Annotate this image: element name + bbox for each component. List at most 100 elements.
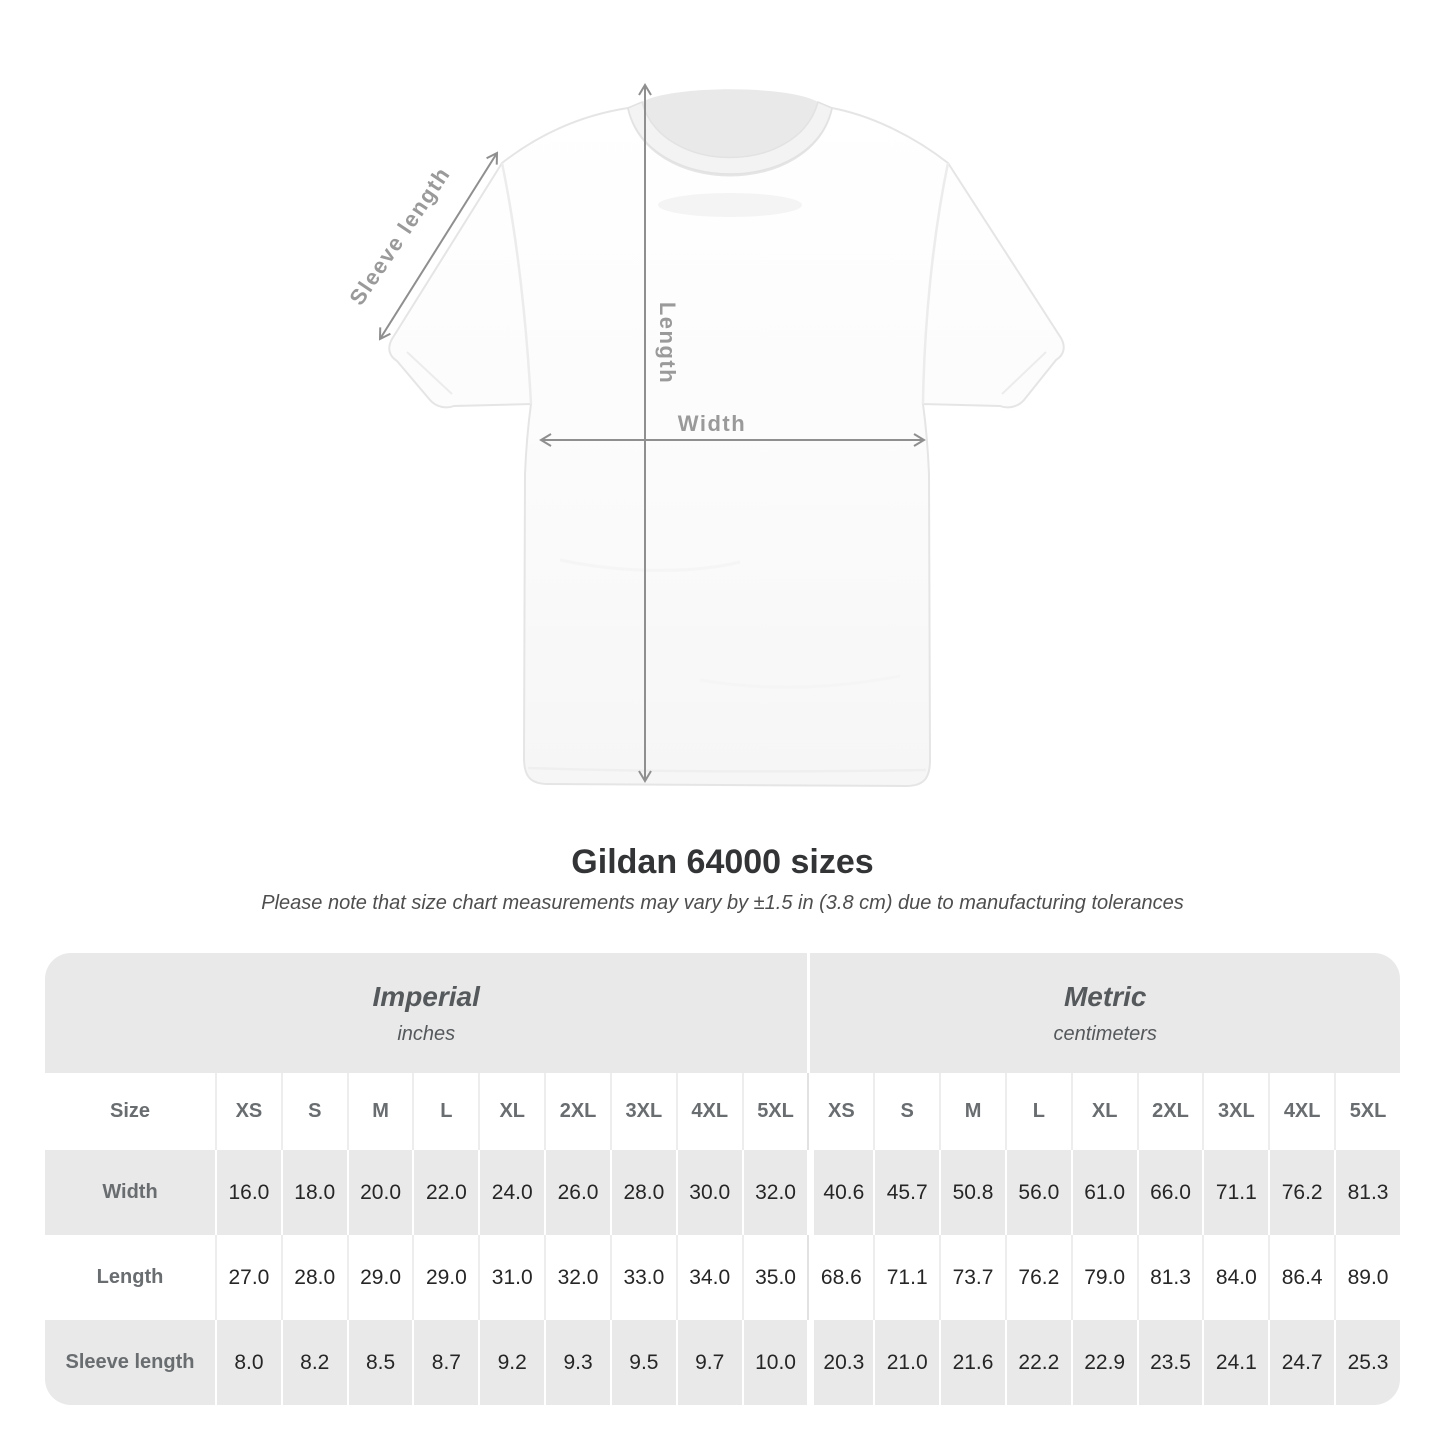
value-cell: 25.3 [1334, 1320, 1400, 1405]
row-label: Sleeve length [45, 1320, 215, 1405]
value-cell: 9.2 [478, 1320, 545, 1405]
right-armhole-seam [921, 162, 950, 405]
value-cell: 8.2 [280, 1320, 347, 1405]
value-cell: 24.7 [1268, 1320, 1335, 1405]
value-cell: 26.0 [544, 1150, 610, 1235]
value-cell: 9.7 [675, 1320, 742, 1405]
value-cell: 20.3 [807, 1320, 874, 1405]
value-cell: 66.0 [1136, 1150, 1203, 1235]
value-cell: 10.0 [741, 1320, 808, 1405]
size-header-imperial-xl: XL [478, 1073, 545, 1150]
collar-band [627, 100, 833, 175]
value-cell: 30.0 [675, 1150, 742, 1235]
page-title: Gildan 64000 sizes [571, 843, 874, 881]
size-header-imperial-xs: XS [215, 1073, 281, 1150]
metric-title: Metric [1063, 980, 1147, 1012]
value-cell: 21.0 [873, 1320, 940, 1405]
size-header-metric-4xl: 4XL [1268, 1073, 1335, 1150]
value-cell: 35.0 [741, 1235, 808, 1320]
value-cell: 84.0 [1202, 1235, 1269, 1320]
value-cell: 81.3 [1136, 1235, 1203, 1320]
value-cell: 40.6 [807, 1150, 874, 1235]
collar-interior [642, 89, 818, 158]
value-cell: 28.0 [280, 1235, 347, 1320]
value-cell: 22.0 [412, 1150, 479, 1235]
size-header-imperial-m: M [346, 1073, 413, 1150]
table-row: Width 16.0 18.0 20.0 22.0 24.0 26.0 28.0 30.0 32.… [45, 1150, 1400, 1235]
value-cell: 76.2 [1004, 1235, 1071, 1320]
size-header-metric-xs: XS [807, 1073, 874, 1150]
value-cell: 81.3 [1334, 1150, 1400, 1235]
left-armhole-seam [500, 162, 533, 405]
value-cell: 45.7 [873, 1150, 940, 1235]
imperial-header: Imperial inches [45, 953, 808, 1073]
tshirt-diagram: Sleeve length Length Width [344, 83, 1065, 788]
size-table-container: Imperial inches Metric centimeters Size … [45, 953, 1400, 1405]
value-cell: 18.0 [280, 1150, 347, 1235]
left-sleeve-hem [406, 351, 453, 395]
value-cell: 24.1 [1202, 1320, 1269, 1405]
length-label: Length [655, 302, 680, 384]
size-table: Imperial inches Metric centimeters Size … [45, 953, 1400, 1405]
value-cell: 8.0 [215, 1320, 281, 1405]
imperial-title: Imperial [372, 980, 480, 1012]
value-cell: 89.0 [1334, 1235, 1400, 1320]
value-cell: 16.0 [215, 1150, 281, 1235]
value-cell: 23.5 [1136, 1320, 1203, 1405]
value-cell: 21.6 [939, 1320, 1005, 1405]
value-cell: 29.0 [412, 1235, 479, 1320]
value-cell: 20.0 [346, 1150, 413, 1235]
value-cell: 29.0 [346, 1235, 413, 1320]
value-cell: 22.2 [1004, 1320, 1071, 1405]
size-column-label: Size [45, 1073, 215, 1150]
collar-shadow [658, 193, 802, 217]
size-header-imperial-l: L [412, 1073, 479, 1150]
value-cell: 8.5 [346, 1320, 413, 1405]
value-cell: 32.0 [544, 1235, 610, 1320]
size-header-metric-5xl: 5XL [1334, 1073, 1400, 1150]
value-cell: 31.0 [478, 1235, 545, 1320]
tolerance-note: Please note that size chart measurements… [261, 892, 1184, 914]
size-header-imperial-5xl: 5XL [741, 1073, 808, 1150]
table-row: Sleeve length 8.0 8.2 8.5 8.7 9.2 9.3 9.5 9.7 10.… [45, 1320, 1400, 1405]
table-row: Length 27.0 28.0 29.0 29.0 31.0 32.0 33.0 34.0 35… [45, 1235, 1400, 1320]
size-header-imperial-3xl: 3XL [609, 1073, 676, 1150]
value-cell: 28.0 [609, 1150, 676, 1235]
value-cell: 56.0 [1004, 1150, 1071, 1235]
size-header-metric-l: L [1004, 1073, 1071, 1150]
value-cell: 9.3 [544, 1320, 610, 1405]
value-cell: 79.0 [1070, 1235, 1137, 1320]
unit-header-row: Imperial inches Metric centimeters [45, 953, 1400, 1073]
value-cell: 76.2 [1268, 1150, 1335, 1235]
value-cell: 9.5 [609, 1320, 676, 1405]
row-label: Length [45, 1235, 215, 1320]
size-header-metric-2xl: 2XL [1136, 1073, 1203, 1150]
value-cell: 27.0 [215, 1235, 281, 1320]
wrinkle [559, 558, 741, 572]
tshirt-body [388, 106, 1065, 788]
row-label: Width [45, 1150, 215, 1235]
value-cell: 33.0 [609, 1235, 676, 1320]
sleeve-length-arrow [378, 151, 499, 341]
bottom-hem [527, 766, 927, 773]
value-cell: 86.4 [1268, 1235, 1335, 1320]
value-cell: 24.0 [478, 1150, 545, 1235]
size-header-metric-m: M [939, 1073, 1005, 1150]
metric-header: Metric centimeters [807, 953, 1400, 1073]
size-header-imperial-4xl: 4XL [675, 1073, 742, 1150]
value-cell: 22.9 [1070, 1320, 1137, 1405]
size-header-imperial-2xl: 2XL [544, 1073, 610, 1150]
size-header-metric-s: S [873, 1073, 940, 1150]
value-cell: 73.7 [939, 1235, 1005, 1320]
value-cell: 71.1 [1202, 1150, 1269, 1235]
size-header-metric-3xl: 3XL [1202, 1073, 1269, 1150]
size-header-imperial-s: S [280, 1073, 347, 1150]
value-cell: 32.0 [741, 1150, 808, 1235]
value-cell: 68.6 [807, 1235, 874, 1320]
value-cell: 50.8 [939, 1150, 1005, 1235]
metric-unit: centimeters [1053, 1022, 1157, 1045]
size-header-row: Size XS S M L XL 2XL 3XL 4XL 5XL XS S M L XL 2XL 3XL 4XL… [45, 1073, 1400, 1150]
value-cell: 34.0 [675, 1235, 742, 1320]
value-cell: 61.0 [1070, 1150, 1137, 1235]
